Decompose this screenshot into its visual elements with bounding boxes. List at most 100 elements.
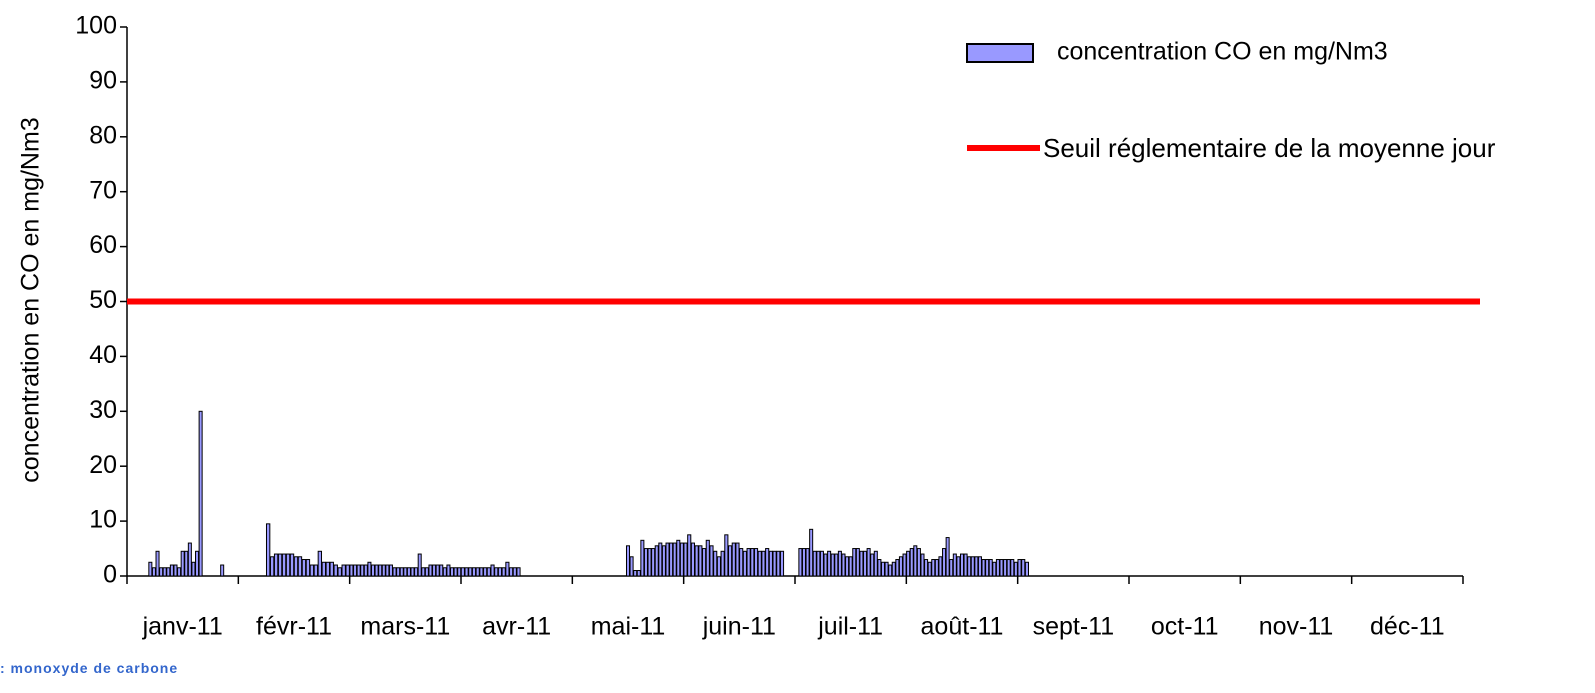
bar	[909, 548, 914, 577]
legend-label: Seuil réglementaire de la moyenne jour	[1043, 133, 1496, 163]
y-tick-label: 20	[89, 451, 117, 479]
bar	[949, 559, 954, 577]
bar	[625, 545, 631, 577]
bar	[169, 564, 174, 577]
bar	[388, 564, 393, 577]
legend-label: concentration CO en mg/Nm3	[1057, 38, 1388, 66]
y-tick-label: 10	[89, 506, 117, 534]
bar	[325, 561, 330, 577]
bar	[356, 564, 361, 577]
bar	[333, 564, 338, 577]
y-axis-label: concentration en CO en mg/Nm3	[17, 117, 45, 482]
bar	[981, 559, 986, 577]
x-tick-label: nov-11	[1259, 613, 1334, 641]
x-tick-label: déc-11	[1370, 613, 1445, 641]
bar	[841, 553, 846, 577]
bar	[776, 550, 781, 577]
bar	[629, 556, 634, 577]
bar	[870, 553, 875, 577]
bar	[198, 410, 203, 577]
bar	[753, 548, 759, 577]
legend-swatch	[966, 43, 1034, 63]
bar	[1013, 561, 1018, 577]
bar	[827, 550, 832, 577]
bar	[970, 556, 975, 577]
y-tick-label: 50	[89, 286, 117, 314]
bar	[177, 567, 182, 577]
bar	[414, 567, 419, 577]
bar	[313, 564, 319, 577]
bar	[442, 567, 447, 577]
bar	[403, 567, 408, 577]
x-tick-label: juin-11	[702, 613, 776, 641]
bar	[702, 548, 707, 577]
bar	[1006, 559, 1011, 577]
bar	[428, 564, 433, 577]
bar	[739, 548, 744, 577]
bar	[687, 534, 692, 577]
bar	[952, 553, 957, 577]
bar	[281, 553, 287, 577]
bar	[385, 564, 390, 577]
bar	[945, 537, 950, 577]
bar	[658, 542, 663, 577]
bar	[709, 545, 714, 577]
bar	[1024, 561, 1030, 577]
bar	[938, 556, 943, 577]
bar	[816, 550, 821, 577]
bar	[317, 550, 323, 577]
y-tick-label: 100	[75, 12, 117, 40]
bar	[184, 550, 189, 577]
bar	[654, 545, 659, 577]
bar	[920, 553, 925, 577]
bar	[516, 567, 521, 577]
bar	[720, 550, 725, 577]
bar	[679, 542, 684, 577]
bar	[460, 567, 465, 577]
bar	[293, 556, 299, 577]
bar	[1003, 559, 1008, 577]
x-tick-label: mai-11	[591, 613, 666, 641]
bar	[439, 564, 444, 577]
bar	[406, 567, 411, 577]
bar	[509, 567, 514, 577]
bar	[341, 564, 346, 577]
bar	[967, 556, 972, 577]
bar	[705, 539, 710, 577]
bar	[812, 550, 817, 577]
bar	[353, 564, 358, 577]
bar	[1021, 559, 1026, 577]
bar	[297, 556, 303, 577]
bar	[805, 548, 810, 577]
bar	[888, 564, 893, 577]
bar	[898, 556, 903, 577]
bar	[446, 564, 451, 577]
bar	[159, 567, 164, 577]
bar	[916, 548, 921, 577]
bar	[672, 542, 677, 577]
bar	[995, 559, 1000, 577]
x-tick-label: août-11	[921, 613, 1004, 641]
bar	[877, 559, 882, 577]
y-tick-label: 70	[89, 176, 117, 204]
bar	[483, 567, 488, 577]
bar	[494, 567, 499, 577]
bar	[913, 545, 918, 577]
y-tick-label: 40	[89, 341, 117, 369]
bar	[309, 564, 315, 577]
bar	[337, 567, 342, 577]
bar	[837, 550, 842, 577]
bar	[490, 564, 495, 577]
bar	[974, 556, 979, 577]
bar	[505, 561, 510, 577]
bar	[1010, 559, 1015, 577]
bar	[363, 564, 368, 577]
bar	[421, 567, 426, 577]
bar	[399, 567, 404, 577]
bar	[735, 542, 740, 577]
bar	[716, 556, 721, 577]
bar	[269, 556, 275, 577]
bar	[191, 561, 196, 577]
bar	[464, 567, 469, 577]
bar	[895, 559, 900, 577]
